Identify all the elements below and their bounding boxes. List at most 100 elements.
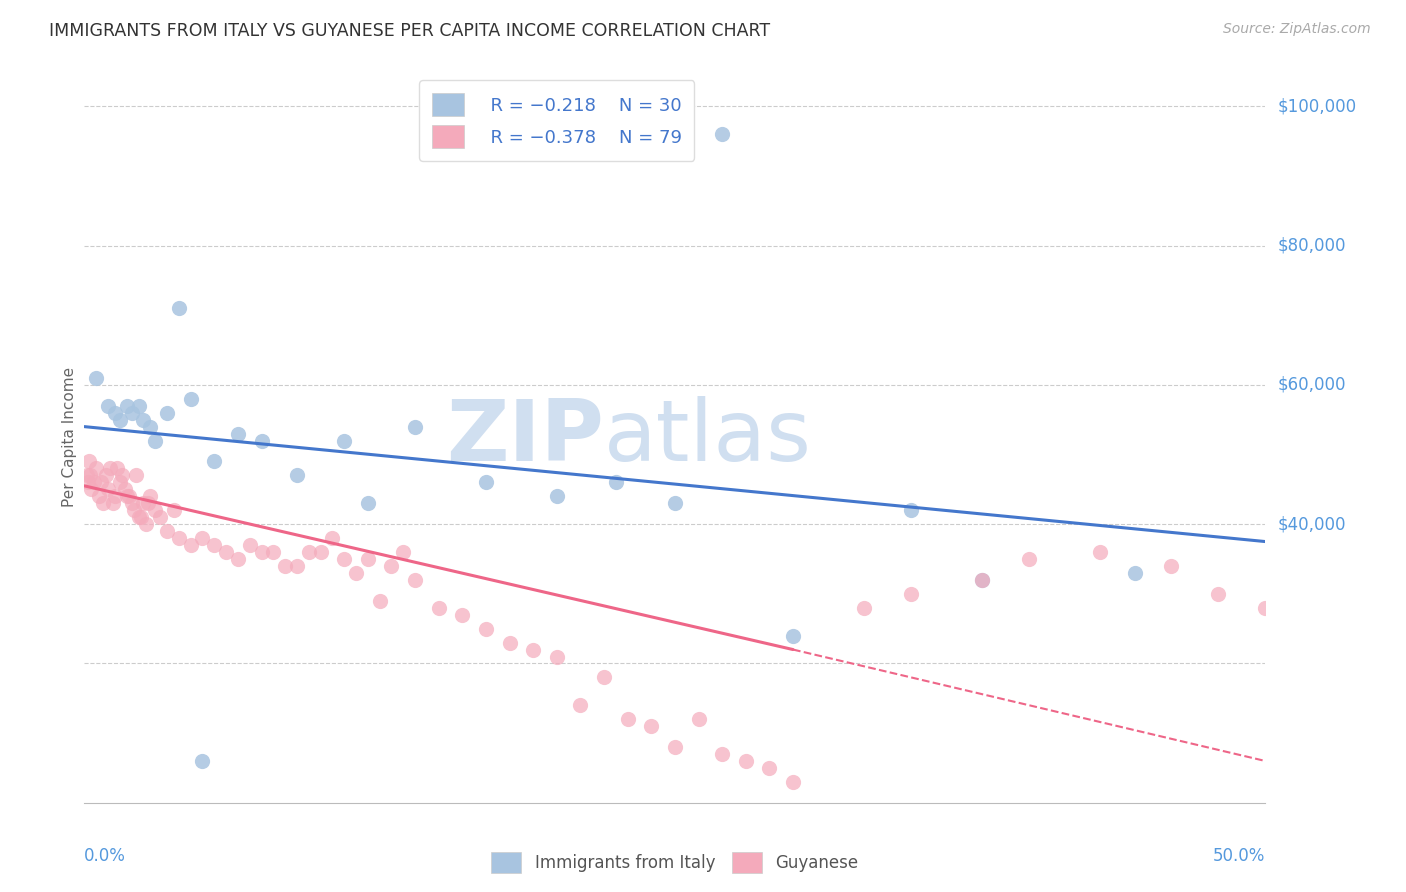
Point <box>118 489 141 503</box>
Point <box>664 740 686 755</box>
Point <box>1206 587 1229 601</box>
Text: $60,000: $60,000 <box>1277 376 1346 394</box>
Point <box>380 558 402 573</box>
Point <box>79 468 101 483</box>
Point <box>132 496 155 510</box>
Point <box>522 642 544 657</box>
Text: 0.0%: 0.0% <box>84 847 127 864</box>
Point <box>115 399 138 413</box>
Point <box>475 475 498 490</box>
Point <box>1160 558 1182 573</box>
Point <box>392 545 415 559</box>
Point <box>114 483 136 497</box>
Point <box>758 761 780 775</box>
Point <box>427 600 450 615</box>
Point <box>711 747 734 761</box>
Point <box>90 475 112 490</box>
Point <box>108 412 131 426</box>
Point <box>640 719 662 733</box>
Point <box>357 552 380 566</box>
Point <box>136 496 159 510</box>
Legend:   R = −0.218    N = 30,   R = −0.378    N = 79: R = −0.218 N = 30, R = −0.378 N = 79 <box>419 80 695 161</box>
Point <box>180 538 202 552</box>
Point <box>139 489 162 503</box>
Point <box>149 510 172 524</box>
Point <box>111 468 134 483</box>
Text: Source: ZipAtlas.com: Source: ZipAtlas.com <box>1223 22 1371 37</box>
Point <box>115 489 138 503</box>
Point <box>91 496 114 510</box>
Point <box>852 600 875 615</box>
Point <box>104 489 127 503</box>
Point <box>1088 545 1111 559</box>
Point <box>180 392 202 406</box>
Point <box>451 607 474 622</box>
Point <box>970 573 993 587</box>
Point <box>121 496 143 510</box>
Point <box>107 461 129 475</box>
Point <box>298 545 321 559</box>
Point <box>77 475 100 490</box>
Point <box>87 489 110 503</box>
Point <box>664 496 686 510</box>
Point <box>94 468 117 483</box>
Point <box>782 629 804 643</box>
Point <box>122 503 145 517</box>
Point <box>101 496 124 510</box>
Point <box>970 573 993 587</box>
Point <box>616 712 638 726</box>
Point <box>1254 600 1277 615</box>
Point <box>593 670 616 684</box>
Point <box>239 538 262 552</box>
Point <box>569 698 592 713</box>
Point <box>202 538 225 552</box>
Text: $100,000: $100,000 <box>1277 97 1357 115</box>
Point <box>76 468 98 483</box>
Point <box>97 399 120 413</box>
Point <box>900 587 922 601</box>
Point <box>404 419 426 434</box>
Point <box>83 475 105 490</box>
Point <box>285 558 308 573</box>
Point <box>605 475 627 490</box>
Legend: Immigrants from Italy, Guyanese: Immigrants from Italy, Guyanese <box>485 846 865 880</box>
Point <box>309 545 332 559</box>
Point <box>782 775 804 789</box>
Point <box>368 594 391 608</box>
Point <box>215 545 238 559</box>
Point <box>191 754 214 768</box>
Point <box>129 510 152 524</box>
Point <box>128 510 150 524</box>
Point <box>135 517 157 532</box>
Point <box>128 399 150 413</box>
Point <box>498 635 520 649</box>
Point <box>125 468 148 483</box>
Point <box>167 531 190 545</box>
Y-axis label: Per Capita Income: Per Capita Income <box>62 367 77 508</box>
Point <box>321 531 343 545</box>
Point <box>285 468 308 483</box>
Point <box>250 434 273 448</box>
Point <box>98 461 121 475</box>
Point <box>143 503 166 517</box>
Point <box>139 419 162 434</box>
Point <box>163 503 186 517</box>
Point <box>226 552 249 566</box>
Point <box>77 454 100 468</box>
Point <box>262 545 284 559</box>
Point <box>97 483 120 497</box>
Text: IMMIGRANTS FROM ITALY VS GUYANESE PER CAPITA INCOME CORRELATION CHART: IMMIGRANTS FROM ITALY VS GUYANESE PER CA… <box>49 22 770 40</box>
Point <box>108 475 131 490</box>
Text: 50.0%: 50.0% <box>1213 847 1265 864</box>
Text: $80,000: $80,000 <box>1277 236 1346 254</box>
Point <box>80 483 103 497</box>
Point <box>226 426 249 441</box>
Point <box>900 503 922 517</box>
Point <box>202 454 225 468</box>
Point <box>711 127 734 141</box>
Point <box>250 545 273 559</box>
Point <box>404 573 426 587</box>
Text: atlas: atlas <box>605 395 813 479</box>
Point <box>475 622 498 636</box>
Point <box>121 406 143 420</box>
